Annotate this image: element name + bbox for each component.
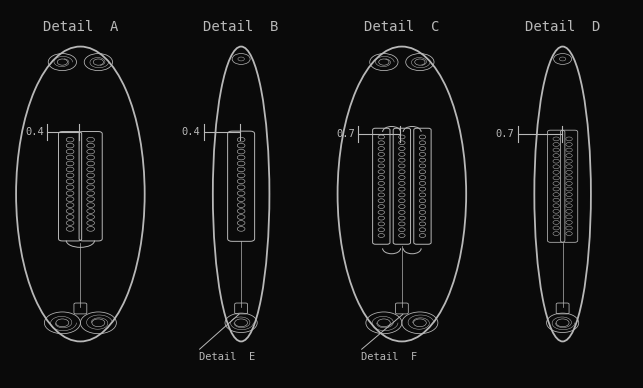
Text: Detail  A: Detail A — [42, 20, 118, 34]
Text: 0.7: 0.7 — [336, 129, 355, 139]
Text: Detail  B: Detail B — [203, 20, 279, 34]
Text: 0.7: 0.7 — [495, 129, 514, 139]
Text: Detail  E: Detail E — [199, 352, 255, 362]
Text: Detail  D: Detail D — [525, 20, 601, 34]
Text: 0.4: 0.4 — [181, 127, 200, 137]
Text: 0.4: 0.4 — [26, 127, 44, 137]
Text: Detail  F: Detail F — [361, 352, 417, 362]
Text: Detail  C: Detail C — [364, 20, 440, 34]
